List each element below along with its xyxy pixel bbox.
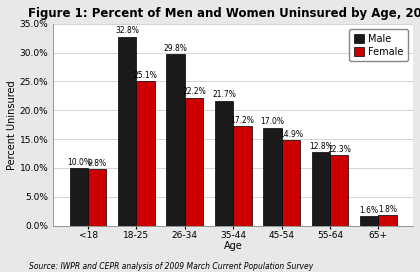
Title: Figure 1: Percent of Men and Women Uninsured by Age, 2008: Figure 1: Percent of Men and Women Unins… [28,7,420,20]
Bar [263,128,281,225]
Text: 1.8%: 1.8% [378,205,397,214]
Text: 10.0%: 10.0% [67,158,91,167]
Bar [185,98,203,225]
Text: 9.8%: 9.8% [88,159,107,168]
Legend: Male, Female: Male, Female [349,29,408,61]
Text: 17.0%: 17.0% [260,118,284,126]
Text: 22.2%: 22.2% [182,88,206,97]
Text: 14.9%: 14.9% [279,129,303,138]
Bar [88,169,106,225]
Bar [70,168,88,225]
Text: 12.3%: 12.3% [327,144,351,153]
Bar [330,155,348,225]
Text: 17.2%: 17.2% [231,116,255,125]
Text: 29.8%: 29.8% [164,44,188,53]
Y-axis label: Percent Uninsured: Percent Uninsured [7,80,17,169]
Bar [136,81,155,225]
X-axis label: Age: Age [224,242,243,251]
Bar [118,36,136,225]
Bar [281,140,300,225]
Text: 21.7%: 21.7% [212,90,236,99]
Bar [215,101,233,225]
Bar [360,216,378,225]
Text: 25.1%: 25.1% [134,71,158,80]
Bar [166,54,185,225]
Bar [233,126,252,225]
Text: 1.6%: 1.6% [360,206,379,215]
Text: 12.8%: 12.8% [309,142,333,151]
Bar [378,215,397,225]
Text: 32.8%: 32.8% [116,26,139,35]
Bar [312,152,330,225]
Text: Source: IWPR and CEPR analysis of 2009 March Current Population Survey: Source: IWPR and CEPR analysis of 2009 M… [29,262,314,271]
